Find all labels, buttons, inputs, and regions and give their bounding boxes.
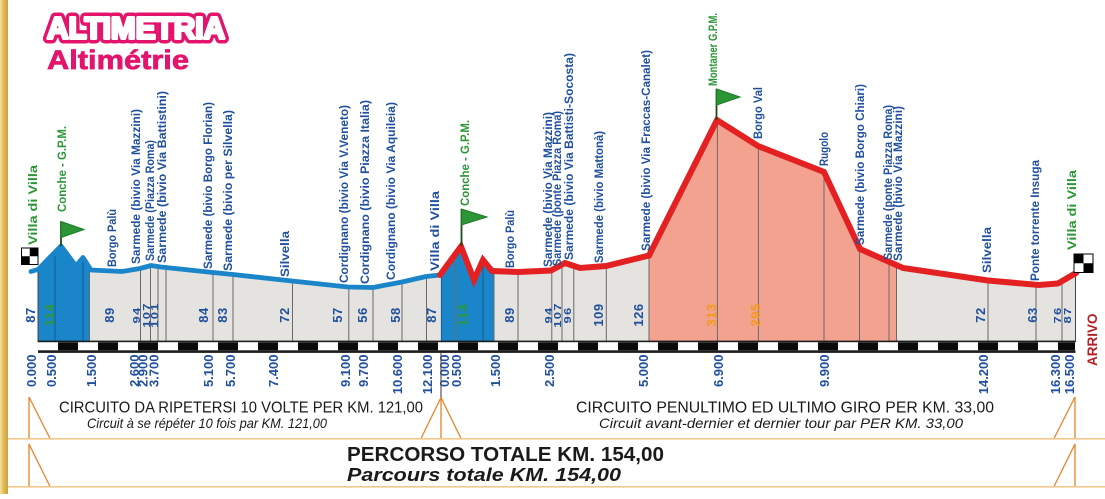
svg-text:Sarmede (Piazza Roma): Sarmede (Piazza Roma) [143, 140, 157, 261]
svg-text:9.100: 9.100 [338, 355, 353, 388]
svg-text:72: 72 [277, 307, 292, 322]
svg-text:PERCORSO TOTALE KM. 154,00: PERCORSO TOTALE KM. 154,00 [347, 443, 664, 466]
svg-text:Rugolo: Rugolo [817, 132, 831, 166]
svg-text:84: 84 [196, 307, 211, 323]
svg-text:ARRIVO: ARRIVO [1085, 313, 1100, 366]
svg-text:109: 109 [591, 303, 606, 326]
svg-text:72: 72 [973, 307, 988, 322]
svg-text:101: 101 [150, 302, 160, 328]
svg-text:CIRCUITO DA RIPETERSI 10 VOLTE: CIRCUITO DA RIPETERSI 10 VOLTE PER KM. 1… [59, 400, 423, 417]
svg-text:ALTIMETRIA: ALTIMETRIA [47, 11, 225, 46]
svg-text:2.600: 2.600 [127, 355, 142, 388]
svg-text:89: 89 [502, 307, 517, 322]
svg-text:ALTIMETRIA: ALTIMETRIA [47, 11, 225, 46]
svg-text:Cordignano (bivio Via V.Veneto: Cordignano (bivio Via V.Veneto) [337, 105, 351, 283]
svg-text:0.500: 0.500 [449, 355, 464, 388]
svg-text:5.000: 5.000 [636, 355, 651, 388]
svg-text:Montaner G.P.M.: Montaner G.P.M. [706, 13, 720, 86]
svg-text:87: 87 [1062, 306, 1073, 323]
svg-text:2.500: 2.500 [542, 355, 557, 388]
svg-text:114: 114 [42, 303, 57, 326]
svg-text:76: 76 [1052, 306, 1063, 323]
svg-text:89: 89 [102, 307, 117, 322]
svg-text:87: 87 [424, 307, 439, 322]
svg-text:Conche - G.P.M.: Conche - G.P.M. [458, 120, 472, 206]
svg-text:Sarmede (bivio Via Mazzini): Sarmede (bivio Via Mazzini) [891, 106, 905, 261]
svg-text:12.100: 12.100 [420, 355, 435, 395]
svg-text:114: 114 [455, 303, 470, 326]
svg-text:94: 94 [132, 306, 142, 323]
svg-text:1.500: 1.500 [84, 355, 99, 388]
svg-text:16.500: 16.500 [1062, 355, 1077, 395]
svg-text:295: 295 [748, 303, 763, 326]
svg-text:Altimétrie: Altimétrie [47, 45, 189, 75]
svg-text:56: 56 [355, 307, 370, 322]
svg-text:Sarmede (bivio per Silvella): Sarmede (bivio per Silvella) [221, 110, 235, 271]
svg-text:5.700: 5.700 [223, 355, 238, 388]
svg-text:Circuit à se répéter 10 fois p: Circuit à se répéter 10 fois par KM. 121… [87, 415, 327, 431]
svg-text:9.700: 9.700 [356, 355, 371, 388]
svg-text:107: 107 [142, 302, 152, 328]
svg-text:Sarmede (bivio Via Fraccas-Can: Sarmede (bivio Via Fraccas-Canalet) [639, 50, 653, 251]
svg-text:Cordignano (bivio Piazza Itali: Cordignano (bivio Piazza Italia) [358, 100, 372, 284]
svg-text:Sarmede (ponte Piazza Roma): Sarmede (ponte Piazza Roma) [881, 105, 895, 260]
svg-text:63: 63 [1025, 307, 1040, 322]
svg-text:6.900: 6.900 [711, 355, 726, 388]
svg-text:Silvella: Silvella [980, 227, 994, 273]
svg-text:Sarmede (bivio Via Mazzini): Sarmede (bivio Via Mazzini) [541, 112, 555, 267]
svg-text:94: 94 [544, 306, 554, 323]
svg-text:Sarmede (bivio Via Mazzini): Sarmede (bivio Via Mazzini) [129, 109, 143, 264]
svg-text:Villa di Villa: Villa di Villa [1065, 170, 1079, 250]
svg-text:Sarmede (bivio Via Battisti-So: Sarmede (bivio Via Battisti-Socosta) [562, 53, 576, 260]
svg-text:126: 126 [631, 303, 646, 326]
svg-text:7.400: 7.400 [266, 355, 281, 388]
svg-text:9.900: 9.900 [817, 355, 832, 388]
svg-text:58: 58 [388, 307, 403, 322]
svg-text:Conche - G.P.M.: Conche - G.P.M. [55, 126, 69, 212]
svg-text:Circuit avant-dernier et derni: Circuit avant-dernier et dernier tour pa… [599, 415, 963, 431]
svg-text:Villa di Villa: Villa di Villa [428, 191, 442, 271]
svg-text:1.500: 1.500 [488, 355, 503, 388]
svg-text:Ponte torrente Insuga: Ponte torrente Insuga [1028, 160, 1042, 281]
svg-text:5.100: 5.100 [201, 355, 216, 388]
svg-text:Cordignano (bivio Via Aquileia: Cordignano (bivio Via Aquileia) [384, 102, 398, 280]
svg-text:2.900: 2.900 [136, 355, 151, 388]
svg-text:Sarmede (bivio Borgo Chiari): Sarmede (bivio Borgo Chiari) [853, 84, 867, 245]
svg-text:CIRCUITO PENULTIMO ED ULTIMO G: CIRCUITO PENULTIMO ED ULTIMO GIRO PER KM… [576, 400, 994, 417]
svg-text:Borgo Palù: Borgo Palù [105, 209, 119, 267]
svg-text:10.600: 10.600 [390, 355, 405, 395]
svg-text:0.500: 0.500 [44, 355, 59, 388]
svg-text:Parcours totale KM. 154,00: Parcours totale KM. 154,00 [347, 464, 622, 485]
svg-text:Villa di Villa: Villa di Villa [26, 165, 40, 245]
svg-text:3.700: 3.700 [147, 355, 162, 388]
svg-text:Sarmede (bivio Via Battistini): Sarmede (bivio Via Battistini) [155, 91, 169, 263]
svg-text:57: 57 [330, 307, 345, 322]
svg-text:Silvella: Silvella [278, 231, 292, 277]
svg-text:Sarmede (ponte Piazza Roma): Sarmede (ponte Piazza Roma) [550, 111, 564, 266]
svg-text:96: 96 [563, 306, 573, 323]
svg-text:Borgo Palù: Borgo Palù [503, 210, 517, 268]
svg-text:107: 107 [553, 302, 563, 328]
svg-text:16.300: 16.300 [1048, 355, 1063, 395]
svg-text:Sarmede (bivio Mattonà): Sarmede (bivio Mattonà) [592, 131, 606, 263]
svg-text:313: 313 [704, 303, 719, 326]
svg-text:83: 83 [215, 307, 230, 322]
svg-text:0.000: 0.000 [24, 355, 39, 388]
svg-text:Borgo Val: Borgo Val [751, 87, 765, 139]
svg-text:Sarmede (bivio Borgo Florian): Sarmede (bivio Borgo Florian) [201, 102, 215, 269]
svg-text:14.200: 14.200 [976, 355, 991, 395]
svg-text:87: 87 [23, 307, 38, 322]
